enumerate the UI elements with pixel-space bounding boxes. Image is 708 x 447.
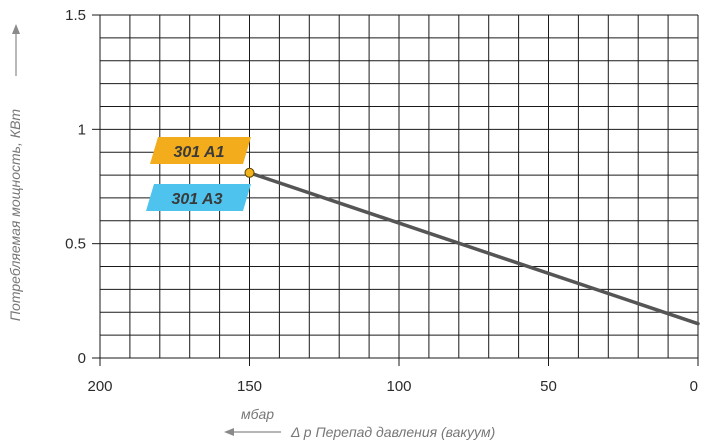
label-301-a3-background	[146, 184, 251, 211]
label-301-a3-text: 301 A3	[172, 191, 223, 208]
x-tick-label: 0	[690, 378, 698, 395]
x-tick-label: 100	[386, 378, 411, 395]
x-axis-title-group: мбар Δ р Перепад давления (вакуум)	[224, 406, 495, 440]
x-axis-title: Δ р Перепад давления (вакуум)	[290, 424, 495, 440]
series-line	[247, 171, 700, 326]
x-axis-unit: мбар	[241, 406, 274, 422]
x-tick-label: 50	[540, 378, 557, 395]
y-tick-label: 1	[78, 121, 86, 138]
y-axis-title-group: Потребляемая мощность, КВт	[7, 24, 23, 321]
x-tick-label: 150	[237, 378, 262, 395]
x-tick-label: 200	[87, 378, 112, 395]
chart-axes	[92, 14, 699, 366]
label-301-a1-background	[150, 137, 251, 164]
y-tick-label: 0.5	[65, 236, 86, 253]
x-axis-arrow-icon	[224, 428, 234, 436]
label-301-a1-text: 301 A1	[174, 144, 225, 161]
series-start-point	[244, 167, 255, 178]
y-tick-label: 0	[78, 350, 86, 367]
label-301-a3: 301 A3	[146, 184, 251, 211]
y-axis-arrow-icon	[12, 24, 20, 34]
label-301-a1: 301 A1	[150, 137, 251, 164]
series-layer	[244, 167, 700, 326]
tick-labels: 0 0.5 1 1.5 200 150 100 50 0	[65, 7, 698, 395]
y-tick-label: 1.5	[65, 7, 86, 24]
y-axis-title: Потребляемая мощность, КВт	[7, 109, 23, 322]
